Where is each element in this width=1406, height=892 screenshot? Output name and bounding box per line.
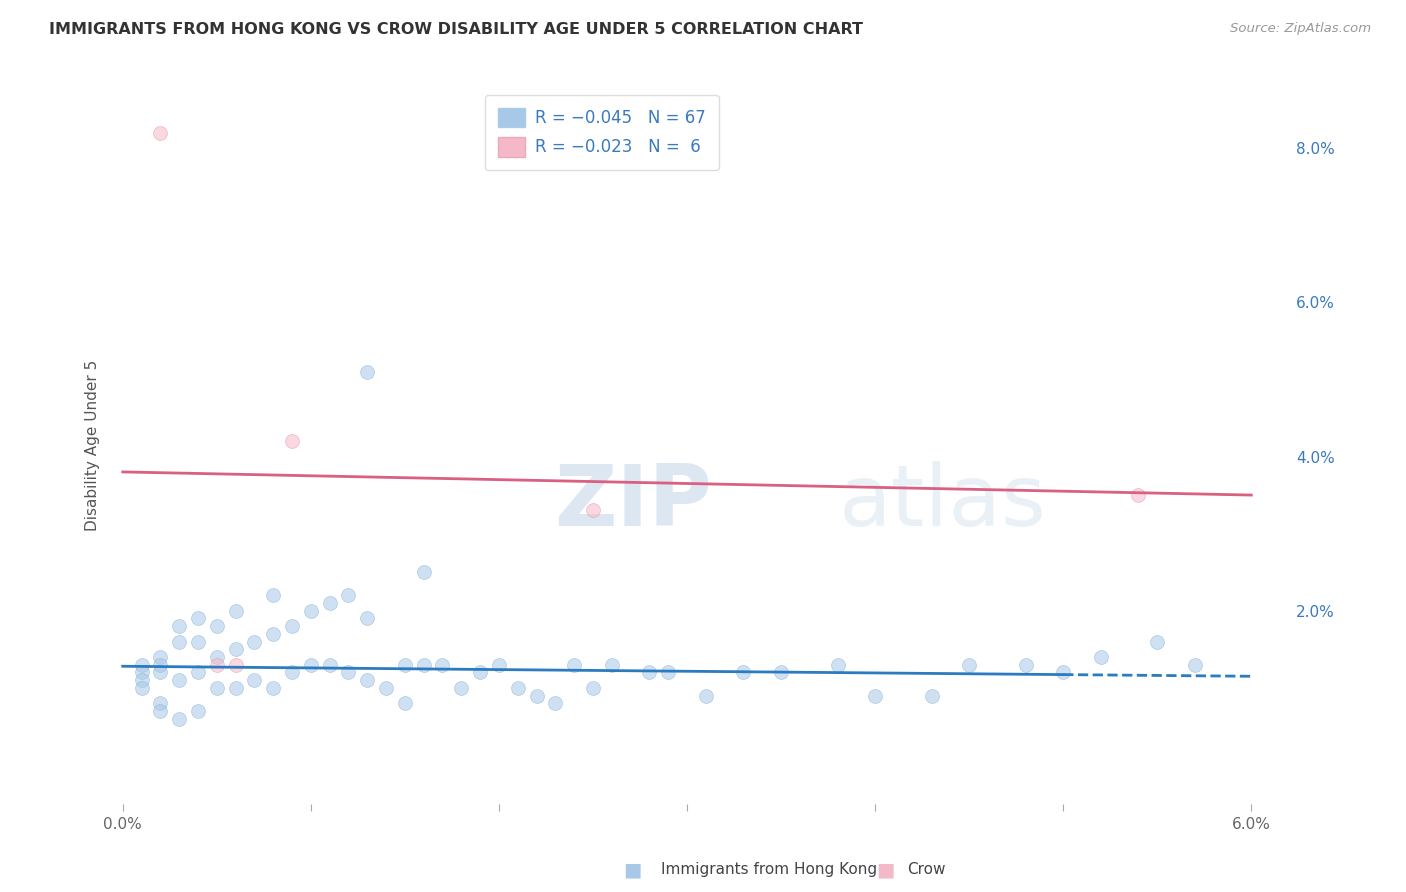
- Point: [167, 673, 190, 687]
- Point: [506, 681, 529, 695]
- Point: [356, 673, 378, 687]
- Point: [827, 657, 849, 672]
- Y-axis label: Disability Age Under 5: Disability Age Under 5: [86, 359, 100, 531]
- Point: [299, 657, 322, 672]
- Point: [205, 681, 228, 695]
- Point: [863, 689, 886, 703]
- Point: [131, 681, 153, 695]
- Point: [733, 665, 755, 680]
- Point: [1146, 634, 1168, 648]
- Point: [356, 611, 378, 625]
- Point: [770, 665, 793, 680]
- Point: [149, 657, 172, 672]
- Point: [225, 604, 247, 618]
- Point: [243, 673, 266, 687]
- Point: [1128, 488, 1150, 502]
- Point: [657, 665, 679, 680]
- Point: [600, 657, 623, 672]
- Point: [1052, 665, 1074, 680]
- Point: [225, 642, 247, 657]
- Point: [375, 681, 398, 695]
- Point: [131, 665, 153, 680]
- Text: ■: ■: [876, 860, 896, 880]
- Text: ZIP: ZIP: [554, 461, 711, 544]
- Point: [149, 650, 172, 665]
- Point: [281, 434, 304, 448]
- Point: [243, 634, 266, 648]
- Point: [262, 681, 284, 695]
- Point: [187, 704, 209, 718]
- Point: [318, 657, 340, 672]
- Point: [205, 619, 228, 633]
- Point: [638, 665, 661, 680]
- Point: [205, 650, 228, 665]
- Point: [412, 565, 434, 579]
- Point: [526, 689, 548, 703]
- Legend: R = −0.045   N = 67, R = −0.023   N =  6: R = −0.045 N = 67, R = −0.023 N = 6: [485, 95, 718, 169]
- Point: [394, 696, 416, 710]
- Text: Immigrants from Hong Kong: Immigrants from Hong Kong: [661, 863, 877, 877]
- Point: [225, 681, 247, 695]
- Point: [337, 665, 360, 680]
- Point: [281, 619, 304, 633]
- Point: [695, 689, 717, 703]
- Point: [318, 596, 340, 610]
- Point: [1090, 650, 1112, 665]
- Text: ■: ■: [623, 860, 643, 880]
- Point: [131, 673, 153, 687]
- Point: [1014, 657, 1036, 672]
- Point: [582, 503, 605, 517]
- Point: [149, 704, 172, 718]
- Point: [562, 657, 585, 672]
- Point: [281, 665, 304, 680]
- Point: [131, 657, 153, 672]
- Point: [187, 611, 209, 625]
- Point: [394, 657, 416, 672]
- Point: [412, 657, 434, 672]
- Point: [432, 657, 454, 672]
- Point: [149, 696, 172, 710]
- Point: [262, 588, 284, 602]
- Point: [921, 689, 943, 703]
- Text: IMMIGRANTS FROM HONG KONG VS CROW DISABILITY AGE UNDER 5 CORRELATION CHART: IMMIGRANTS FROM HONG KONG VS CROW DISABI…: [49, 22, 863, 37]
- Point: [205, 657, 228, 672]
- Point: [488, 657, 510, 672]
- Point: [149, 665, 172, 680]
- Point: [167, 712, 190, 726]
- Point: [299, 604, 322, 618]
- Text: atlas: atlas: [838, 461, 1046, 544]
- Point: [187, 634, 209, 648]
- Point: [1184, 657, 1206, 672]
- Point: [544, 696, 567, 710]
- Point: [167, 634, 190, 648]
- Point: [450, 681, 472, 695]
- Point: [149, 126, 172, 140]
- Point: [225, 657, 247, 672]
- Point: [468, 665, 491, 680]
- Point: [337, 588, 360, 602]
- Point: [167, 619, 190, 633]
- Text: Crow: Crow: [907, 863, 945, 877]
- Point: [262, 627, 284, 641]
- Point: [187, 665, 209, 680]
- Point: [582, 681, 605, 695]
- Text: Source: ZipAtlas.com: Source: ZipAtlas.com: [1230, 22, 1371, 36]
- Point: [356, 365, 378, 379]
- Point: [957, 657, 980, 672]
